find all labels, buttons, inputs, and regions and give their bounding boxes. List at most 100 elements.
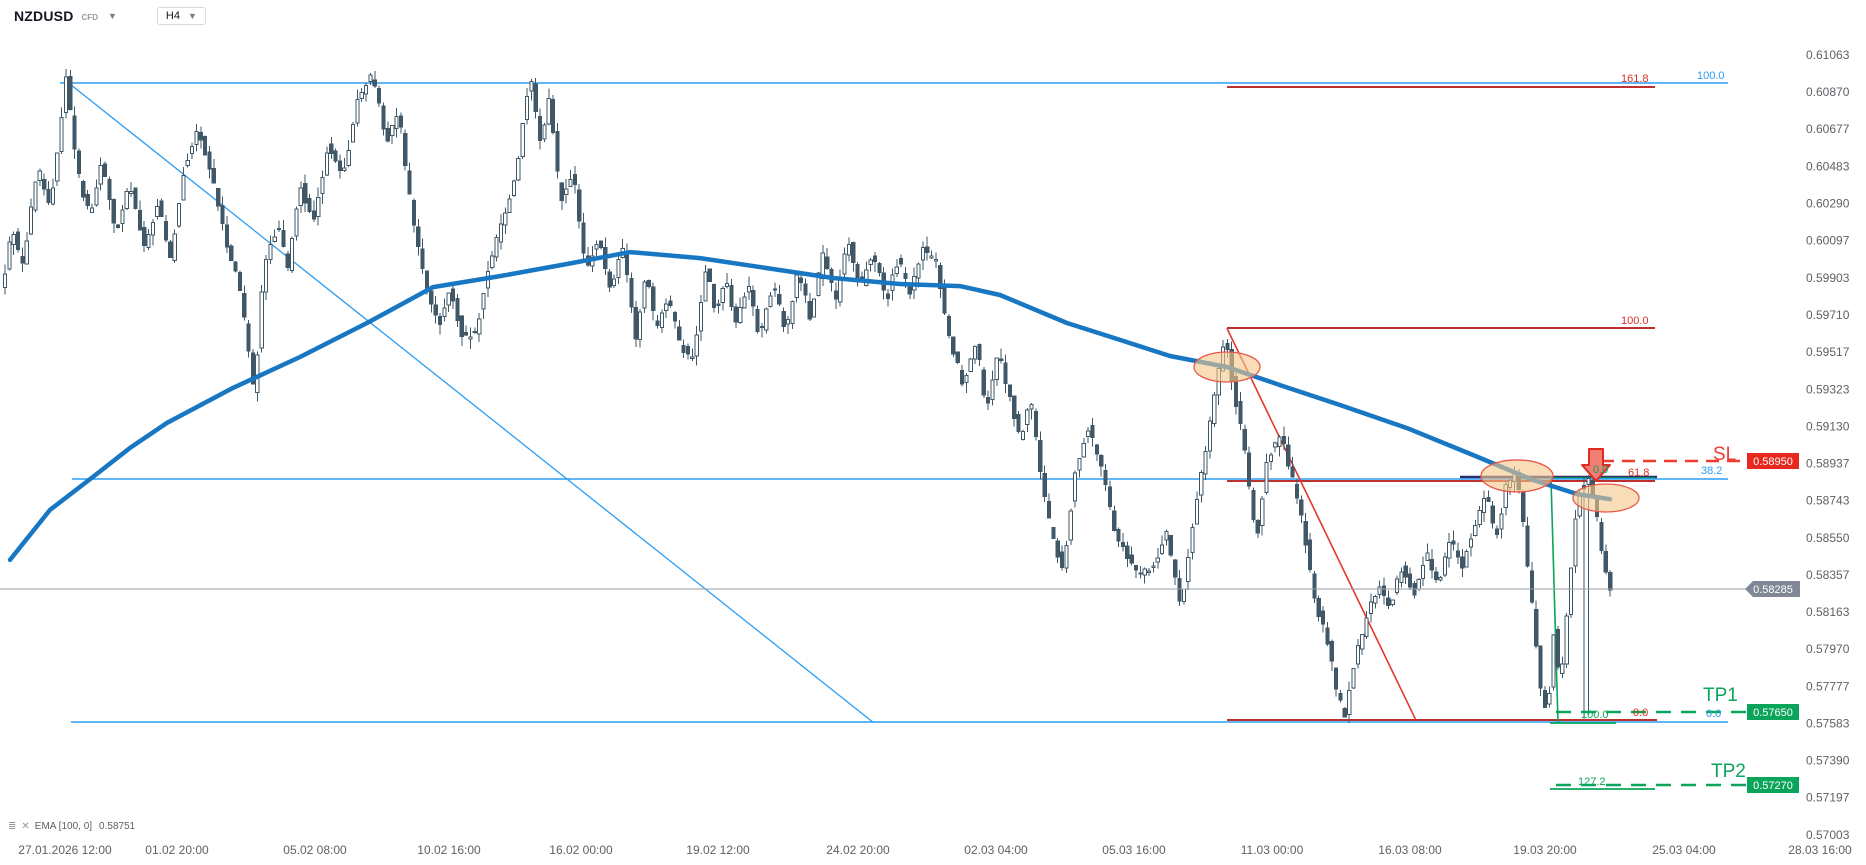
candle-body [1303, 520, 1308, 546]
candle-body [1521, 492, 1526, 522]
candle-body [1490, 505, 1495, 524]
time-tick-label: 19.03 20:00 [1513, 843, 1577, 857]
candle-body [1251, 490, 1256, 521]
candle-body [363, 84, 369, 95]
candle-body [250, 352, 256, 385]
candle-body [1225, 342, 1230, 351]
candle-body [29, 206, 34, 235]
candle-body [551, 99, 556, 133]
candle-body [1055, 540, 1060, 558]
candle-body [1373, 595, 1378, 604]
candle-body [1273, 442, 1278, 448]
candle-body [1264, 462, 1269, 494]
time-tick-label: 25.03 04:00 [1652, 843, 1716, 857]
candle-body [377, 87, 382, 104]
candle-body [764, 308, 769, 331]
candle-body [320, 176, 325, 195]
candle-body [398, 115, 403, 128]
candle-body [986, 397, 991, 404]
candle-body [1268, 454, 1273, 462]
candle-body [977, 344, 982, 360]
highlight-ellipse[interactable] [1480, 459, 1554, 493]
trendlines[interactable] [67, 81, 1559, 723]
trendline[interactable] [1550, 478, 1559, 723]
candle-body [307, 197, 312, 213]
candle-body [990, 379, 995, 400]
candle-body [146, 233, 151, 248]
candle-body [1016, 413, 1021, 433]
fibonacci-levels[interactable] [60, 82, 1728, 790]
candle-body [346, 149, 351, 166]
symbol-dropdown-caret-icon[interactable]: ▼ [107, 11, 117, 21]
candle-body [1364, 617, 1369, 637]
candle-body [511, 180, 517, 196]
ema-line[interactable] [7, 249, 1613, 563]
candle-body [163, 221, 169, 241]
candle-body [916, 263, 921, 279]
ema-path[interactable] [7, 249, 1613, 563]
highlight-ellipse[interactable] [1193, 351, 1261, 383]
candle-body [477, 318, 482, 335]
price-tick-label: 0.61063 [1806, 48, 1850, 62]
time-tick-label: 01.02 20:00 [145, 843, 209, 857]
highlight-ellipse[interactable] [1572, 483, 1640, 513]
candle-body [1138, 572, 1143, 575]
chart-header: NZDUSD CFD ▼ H4 ▼ [14, 7, 206, 25]
candle-body [1129, 554, 1134, 564]
candle-body [481, 293, 486, 310]
highlight-ellipses[interactable] [1193, 351, 1640, 513]
price-axis[interactable]: 0.61063 0.60870 0.60677 0.60483 0.60290 0.600… [1806, 48, 1850, 842]
candle-body [994, 357, 999, 380]
candle-body [503, 212, 508, 226]
candle-body [1555, 629, 1561, 668]
candle-body [233, 261, 238, 272]
candle-body [1451, 540, 1456, 545]
candle-body [520, 123, 525, 158]
indicator-remove-icon[interactable]: ✕ [21, 820, 30, 832]
time-tick-label: 05.02 08:00 [283, 843, 347, 857]
candle-body [929, 255, 934, 259]
candle-body [1429, 558, 1434, 571]
trade-levels[interactable] [1556, 459, 1746, 787]
timeframe-select[interactable]: H4 ▼ [156, 7, 206, 25]
candle-body [259, 291, 264, 349]
candle-body [746, 285, 751, 293]
candle-body [1242, 428, 1247, 451]
trendline[interactable] [67, 81, 874, 723]
candle-body [933, 259, 938, 262]
candle-body [1029, 404, 1034, 410]
candle-body [1351, 668, 1356, 689]
candle-body [607, 271, 612, 288]
time-tick-label: 11.03 00:00 [1241, 843, 1304, 857]
candle-body [1403, 565, 1408, 578]
candle-body [455, 298, 460, 322]
candle-body [842, 253, 847, 275]
candle-body [1320, 610, 1326, 625]
candle-body [102, 163, 108, 178]
candle-body [577, 189, 582, 222]
candle-body [1151, 565, 1156, 568]
candle-body [1534, 609, 1539, 647]
price-tick-label: 0.60290 [1806, 197, 1850, 211]
candle-body [1307, 539, 1313, 570]
candle-body [333, 150, 338, 162]
candle-body [1103, 470, 1108, 486]
candle-body [1329, 641, 1334, 662]
candle-body [1064, 544, 1069, 569]
candle-body [711, 284, 717, 309]
candle-body [124, 191, 129, 210]
symbol-name[interactable]: NZDUSD [14, 8, 74, 24]
candle-body [1338, 692, 1343, 701]
time-axis[interactable]: 27.01.2026 12:00 01.02 20:00 05.02 08:00 10… [18, 843, 1852, 857]
trendline[interactable] [1226, 328, 1417, 721]
fib-level-label: 161.8 [1621, 73, 1649, 85]
indicator-settings-icon[interactable]: ≣ [8, 820, 17, 832]
candle-body [559, 182, 564, 202]
candle-body [298, 187, 303, 207]
candle-body [1316, 597, 1321, 618]
candle-body [1142, 568, 1147, 576]
candle-body [1564, 615, 1569, 665]
candle-body [729, 285, 734, 307]
candle-body [951, 336, 956, 355]
